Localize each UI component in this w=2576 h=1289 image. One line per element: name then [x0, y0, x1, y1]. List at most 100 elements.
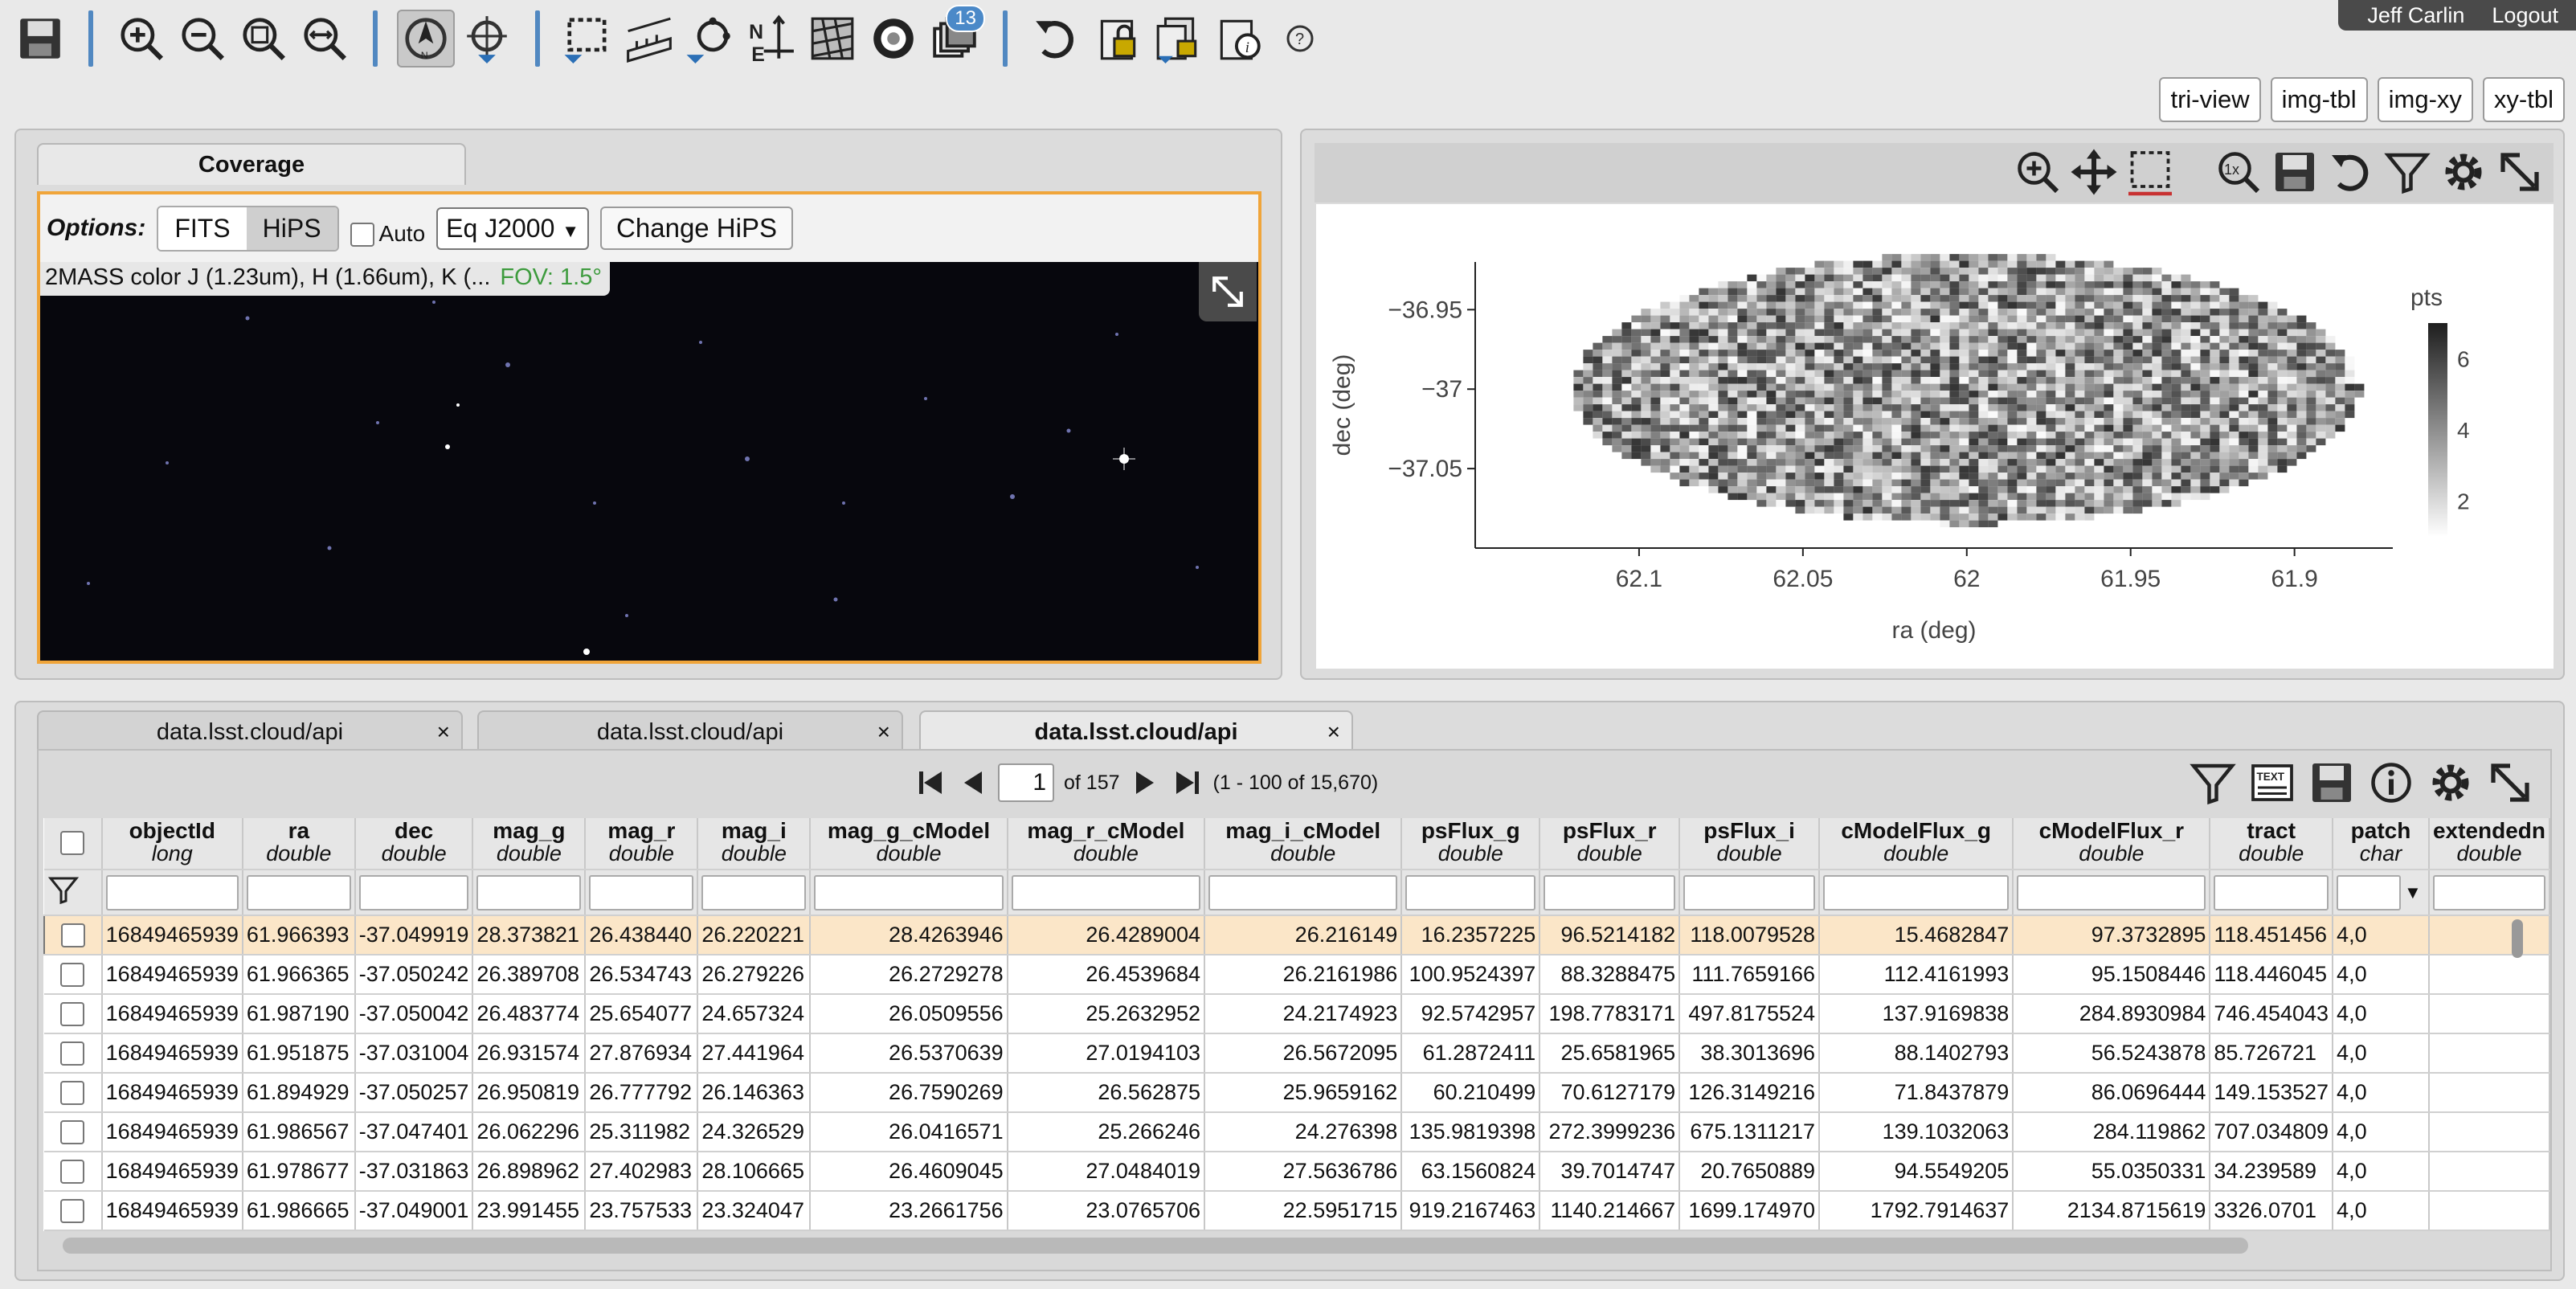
first-page-icon[interactable]: [914, 767, 947, 799]
filter-input[interactable]: [2017, 874, 2206, 910]
lock-image-icon[interactable]: [1088, 10, 1146, 68]
settings-gear-icon[interactable]: [2439, 148, 2488, 196]
table-row[interactable]: 16849465939 61.986665 -37.049001 23.991455 2…: [44, 1191, 2551, 1231]
help-icon[interactable]: ?: [1271, 10, 1329, 68]
table-save-icon[interactable]: [2308, 759, 2356, 807]
filter-input[interactable]: [2432, 874, 2545, 910]
column-header[interactable]: psFlux_r double: [1539, 818, 1681, 870]
img-xy-button[interactable]: img-xy: [2377, 77, 2473, 122]
filter-input[interactable]: [1405, 874, 1536, 910]
chart-zoom-icon[interactable]: [2014, 148, 2062, 196]
chart-expand-icon[interactable]: [2496, 148, 2544, 196]
tab-table-3[interactable]: data.lsst.cloud/api ×: [919, 710, 1353, 752]
row-checkbox[interactable]: [60, 1002, 85, 1027]
row-checkbox[interactable]: [60, 923, 85, 948]
column-header[interactable]: psFlux_i double: [1679, 818, 1821, 870]
fits-toggle[interactable]: FITS: [158, 207, 247, 250]
zoom-fit-icon[interactable]: [235, 10, 292, 68]
chart-restore-icon[interactable]: [2327, 148, 2375, 196]
column-header[interactable]: ra double: [242, 818, 356, 870]
filter-input[interactable]: [105, 874, 239, 910]
row-checkbox[interactable]: [60, 1041, 85, 1066]
filter-input[interactable]: [1011, 874, 1201, 910]
filter-icon[interactable]: [47, 874, 80, 906]
table-row[interactable]: 16849465939 61.966393 -37.049919 28.373821 2…: [44, 915, 2551, 955]
pan-icon[interactable]: [2070, 148, 2118, 196]
table-filter-icon[interactable]: [2189, 759, 2237, 807]
auto-checkbox[interactable]: [350, 223, 374, 247]
table-row[interactable]: 16849465939 61.966365 -37.050242 26.389708 2…: [44, 955, 2551, 995]
text-view-icon[interactable]: TEXT: [2248, 759, 2296, 807]
row-checkbox[interactable]: [60, 1081, 85, 1106]
last-page-icon[interactable]: [1171, 767, 1204, 799]
table-row[interactable]: 16849465939 61.951875 -37.031004 26.931574 2…: [44, 1033, 2551, 1074]
column-header[interactable]: tract double: [2210, 818, 2334, 870]
filter-input[interactable]: [1683, 874, 1816, 910]
close-icon[interactable]: ×: [436, 719, 450, 744]
row-checkbox[interactable]: [60, 1160, 85, 1185]
north-arrow-icon[interactable]: N: [397, 10, 455, 68]
save-icon[interactable]: [11, 10, 69, 68]
column-header[interactable]: cModelFlux_r double: [2013, 818, 2211, 870]
image-layers-icon[interactable]: 13: [926, 5, 985, 68]
column-header[interactable]: mag_g_cModel double: [810, 818, 1008, 870]
table-row[interactable]: 16849465939 61.987190 -37.050042 26.483774 2…: [44, 994, 2551, 1034]
prev-page-icon[interactable]: [956, 767, 988, 799]
column-header[interactable]: objectId long: [101, 818, 243, 870]
chevron-down-icon[interactable]: ▼: [2404, 882, 2422, 902]
zoom-out-icon[interactable]: [174, 10, 231, 68]
filter-input[interactable]: [814, 874, 1004, 910]
column-header[interactable]: psFlux_g double: [1401, 818, 1541, 870]
tri-view-button[interactable]: tri-view: [2159, 77, 2261, 122]
fits-header-icon[interactable]: i: [1210, 10, 1268, 68]
column-header[interactable]: mag_g double: [472, 818, 587, 870]
color-stretch-icon[interactable]: [865, 10, 922, 68]
filter-input[interactable]: [246, 874, 351, 910]
table-expand-icon[interactable]: [2486, 759, 2534, 807]
column-header[interactable]: extendedn double: [2428, 818, 2551, 870]
filter-input[interactable]: [589, 874, 694, 910]
close-icon[interactable]: ×: [1327, 719, 1340, 744]
column-header[interactable]: mag_r double: [585, 818, 699, 870]
filter-input[interactable]: [1544, 874, 1676, 910]
page-input[interactable]: 1: [998, 763, 1054, 802]
change-hips-button[interactable]: Change HiPS: [600, 207, 793, 250]
column-header[interactable]: mag_i_cModel double: [1204, 818, 1403, 870]
close-icon[interactable]: ×: [877, 719, 890, 744]
table-row[interactable]: 16849465939 61.978677 -37.031863 26.898962 2…: [44, 1152, 2551, 1192]
filter-input[interactable]: [2214, 874, 2329, 910]
table-row[interactable]: 16849465939 61.986567 -37.047401 26.062296 2…: [44, 1112, 2551, 1152]
column-header[interactable]: mag_i double: [697, 818, 812, 870]
filter-icon[interactable]: [2383, 148, 2431, 196]
column-header[interactable]: patch char: [2333, 818, 2430, 870]
chart-select-icon[interactable]: [2126, 148, 2174, 196]
filter-input[interactable]: [1823, 874, 2010, 910]
next-page-icon[interactable]: [1130, 767, 1162, 799]
tab-table-2[interactable]: data.lsst.cloud/api ×: [477, 710, 903, 752]
lock-wcs-icon[interactable]: [1149, 10, 1207, 68]
select-all-checkbox[interactable]: [60, 831, 85, 855]
hips-image[interactable]: 2MASS color J (1.23um), H (1.66um), K (.…: [40, 262, 1258, 661]
xy-tbl-button[interactable]: xy-tbl: [2482, 77, 2565, 122]
markers-icon[interactable]: [681, 10, 739, 68]
zoom-fill-icon[interactable]: [296, 10, 354, 68]
zoom-in-icon[interactable]: [112, 10, 170, 68]
grid-overlay-icon[interactable]: [803, 10, 861, 68]
chart-area[interactable]: 62.1 62.05 62 61.95 61.9 −36.95 −37 −37.05 ra …: [1316, 204, 2554, 669]
img-tbl-button[interactable]: img-tbl: [2270, 77, 2368, 122]
column-header[interactable]: cModelFlux_g double: [1819, 818, 2014, 870]
row-checkbox[interactable]: [60, 1199, 85, 1224]
chart-save-icon[interactable]: [2271, 148, 2319, 196]
ruler-icon[interactable]: [620, 10, 678, 68]
filter-input[interactable]: [1208, 874, 1398, 910]
filter-input[interactable]: [358, 874, 469, 910]
coord-system-select[interactable]: Eq J2000 ▼: [436, 207, 590, 250]
row-checkbox[interactable]: [60, 963, 85, 988]
table-row[interactable]: 16849465939 61.894929 -37.050257 26.950819 2…: [44, 1073, 2551, 1113]
tab-coverage[interactable]: Coverage: [37, 143, 466, 185]
restore-icon[interactable]: [1027, 10, 1085, 68]
filter-input[interactable]: [476, 874, 582, 910]
horizontal-scrollbar[interactable]: [63, 1238, 2248, 1254]
filter-input[interactable]: [2337, 874, 2402, 910]
